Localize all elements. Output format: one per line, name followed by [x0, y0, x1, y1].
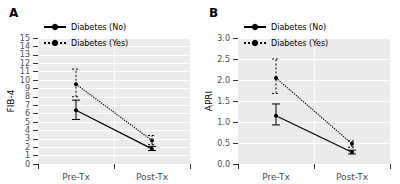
svg-text:12: 12 — [20, 59, 30, 68]
svg-text:Post-Tx: Post-Tx — [336, 172, 369, 182]
svg-text:Pre-Tx: Pre-Tx — [62, 172, 90, 182]
svg-text:Diabetes (No): Diabetes (No) — [271, 23, 326, 32]
svg-text:11: 11 — [20, 67, 30, 76]
svg-text:3.0: 3.0 — [217, 34, 230, 43]
svg-text:7: 7 — [25, 101, 30, 110]
svg-text:1.5: 1.5 — [217, 97, 230, 106]
svg-text:0.5: 0.5 — [217, 139, 230, 148]
svg-text:13: 13 — [20, 50, 30, 59]
svg-text:1: 1 — [25, 151, 30, 160]
svg-text:5: 5 — [25, 118, 30, 127]
svg-text:Diabetes (Yes): Diabetes (Yes) — [71, 39, 128, 48]
svg-text:B: B — [209, 6, 218, 20]
svg-text:Pre-Tx: Pre-Tx — [262, 172, 290, 182]
svg-text:6: 6 — [25, 109, 30, 118]
svg-text:2: 2 — [25, 143, 30, 152]
svg-text:Diabetes (Yes): Diabetes (Yes) — [271, 39, 328, 48]
svg-text:15: 15 — [20, 34, 30, 43]
svg-text:APRI: APRI — [204, 91, 214, 112]
svg-text:4: 4 — [25, 126, 30, 135]
svg-text:8: 8 — [25, 92, 30, 101]
svg-text:2.0: 2.0 — [217, 76, 230, 85]
svg-text:3: 3 — [25, 134, 30, 143]
svg-text:0: 0 — [25, 160, 30, 169]
svg-text:A: A — [9, 6, 19, 20]
svg-text:0.0: 0.0 — [217, 160, 230, 169]
svg-text:10: 10 — [20, 76, 30, 85]
svg-text:1.0: 1.0 — [217, 118, 230, 127]
svg-text:2.5: 2.5 — [217, 55, 230, 64]
svg-text:14: 14 — [20, 42, 30, 51]
svg-text:Post-Tx: Post-Tx — [136, 172, 169, 182]
svg-text:Diabetes (No): Diabetes (No) — [71, 23, 126, 32]
svg-text:FIB-4: FIB-4 — [6, 89, 16, 112]
svg-text:9: 9 — [25, 84, 30, 93]
